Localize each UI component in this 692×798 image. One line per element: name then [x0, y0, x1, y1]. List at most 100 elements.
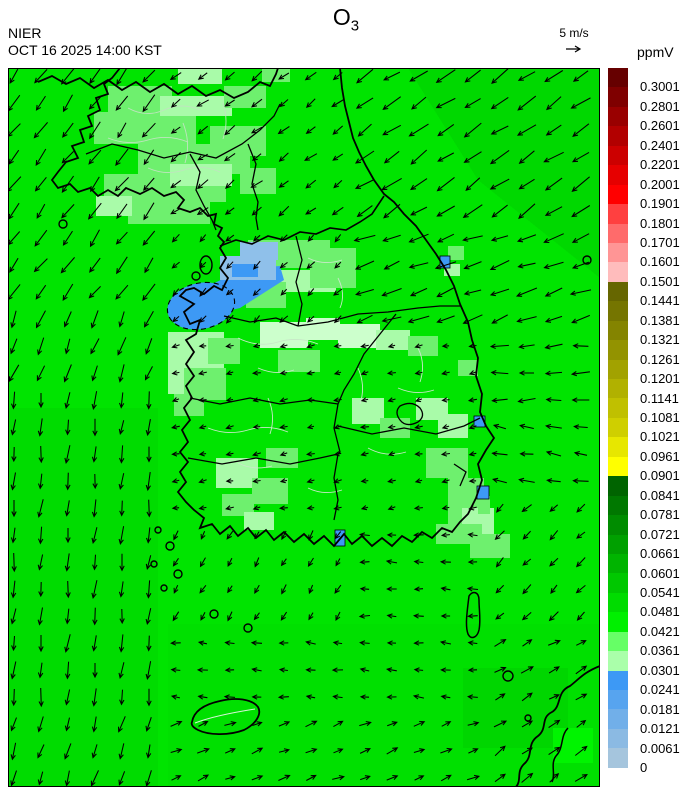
- wind-arrow: [117, 337, 127, 356]
- wind-arrow: [440, 586, 451, 592]
- nk-island: [58, 219, 68, 229]
- wind-arrow: [360, 505, 369, 511]
- wind-arrow: [10, 310, 17, 329]
- wind-arrow: [197, 747, 210, 754]
- wind-arrow: [359, 640, 370, 646]
- wind-arrow: [251, 775, 264, 781]
- colorbar-label: 0.0781: [640, 507, 680, 523]
- wind-arrow: [463, 261, 482, 270]
- wind-arrow: [88, 96, 101, 110]
- wind-arrow: [143, 149, 155, 166]
- wind-arrow: [89, 257, 101, 273]
- colorbar-label: 0.0421: [640, 623, 680, 639]
- concentration-patch: [278, 350, 320, 372]
- wind-arrow: [142, 283, 156, 302]
- wind-arrow: [387, 478, 396, 484]
- wind-arrow: [521, 772, 534, 783]
- wind-arrow: [10, 742, 17, 761]
- wind-arrow: [382, 124, 402, 136]
- colorbar-segment: [608, 476, 628, 496]
- wind-arrow: [414, 478, 423, 484]
- wind-arrow: [91, 716, 98, 733]
- wind-arrow: [440, 451, 450, 457]
- wind-arrow: [386, 370, 396, 376]
- wind-arrow: [38, 473, 44, 490]
- wind-arrow: [414, 370, 423, 376]
- wind-arrow: [333, 370, 342, 376]
- wind-arrow: [118, 771, 126, 786]
- colorbar-label: 0.0121: [640, 721, 680, 737]
- wind-arrow: [172, 611, 180, 622]
- colorbar-label: 0.0841: [640, 487, 680, 503]
- wind-arrow: [91, 365, 98, 382]
- colorbar-segment: [608, 320, 628, 341]
- wind-arrow: [383, 203, 401, 219]
- colorbar-label: 0.0241: [640, 682, 680, 698]
- wind-arrow: [517, 397, 536, 404]
- wind-arrow: [440, 667, 451, 673]
- wind-arrow: [440, 694, 451, 700]
- blue-plume-cell: [240, 242, 278, 260]
- wind-arrow: [252, 478, 261, 484]
- wind-arrow: [171, 424, 180, 430]
- wind-arrow: [468, 451, 477, 457]
- wind-arrow: [60, 257, 75, 274]
- wind-arrow: [383, 71, 401, 81]
- wind-arrow: [251, 70, 263, 82]
- shade-region: [408, 68, 600, 278]
- wind-arrow: [278, 721, 291, 727]
- wind-arrow: [385, 559, 398, 565]
- wind-arrow: [10, 661, 17, 680]
- wind-arrow: [518, 178, 535, 190]
- wind-arrow: [490, 96, 509, 110]
- wind-arrow: [252, 343, 261, 349]
- wind-arrow: [359, 720, 372, 727]
- wind-arrow: [36, 203, 46, 219]
- wind-arrow: [522, 584, 532, 595]
- wind-arrow: [549, 557, 559, 567]
- wind-arrow: [141, 122, 156, 138]
- wind-arrow: [10, 770, 17, 787]
- blue-plume-main: [166, 281, 236, 331]
- wind-arrow: [356, 68, 374, 84]
- colorbar-label: 0.0901: [640, 468, 680, 484]
- colorbar-label: 0.1021: [640, 429, 680, 445]
- concentration-patch: [470, 534, 510, 558]
- wind-arrow: [307, 557, 314, 568]
- wind-arrow: [544, 315, 563, 323]
- wind-arrow: [410, 178, 428, 191]
- shade-region: [8, 408, 158, 787]
- county-boundaries: [107, 102, 435, 493]
- wind-arrow: [359, 694, 370, 700]
- wind-arrow: [413, 532, 424, 538]
- wind-arrow: [278, 640, 289, 646]
- colorbar-segment: [608, 242, 628, 263]
- wind-arrow: [252, 505, 261, 511]
- colorbar-label: 0.0301: [640, 662, 680, 678]
- wind-arrow: [65, 580, 71, 599]
- concentration-patch: [240, 168, 276, 194]
- colorbar-segment: [608, 670, 628, 690]
- wind-arrow: [64, 689, 71, 706]
- wind-arrow: [225, 343, 234, 349]
- dmz-line: [219, 195, 385, 247]
- wind-arrow: [331, 206, 344, 216]
- wind-arrow: [10, 717, 17, 732]
- wind-arrow: [198, 315, 207, 324]
- wind-arrow: [569, 289, 592, 296]
- wind-arrow: [545, 124, 562, 136]
- wind-arrow: [252, 397, 261, 403]
- wind-arrow: [251, 153, 262, 162]
- wind-arrow: [225, 505, 234, 511]
- wind-arrow: [495, 693, 506, 701]
- wind-arrow: [225, 775, 236, 781]
- wind-arrow: [331, 667, 344, 673]
- wind-arrow: [64, 553, 71, 572]
- wind-arrow: [65, 528, 71, 544]
- wind-arrow: [116, 68, 128, 86]
- wind-arrow: [355, 288, 374, 296]
- wind-arrow: [413, 667, 424, 673]
- wind-arrow: [90, 770, 99, 787]
- wind-arrow: [408, 233, 429, 243]
- wind-arrow: [305, 694, 316, 700]
